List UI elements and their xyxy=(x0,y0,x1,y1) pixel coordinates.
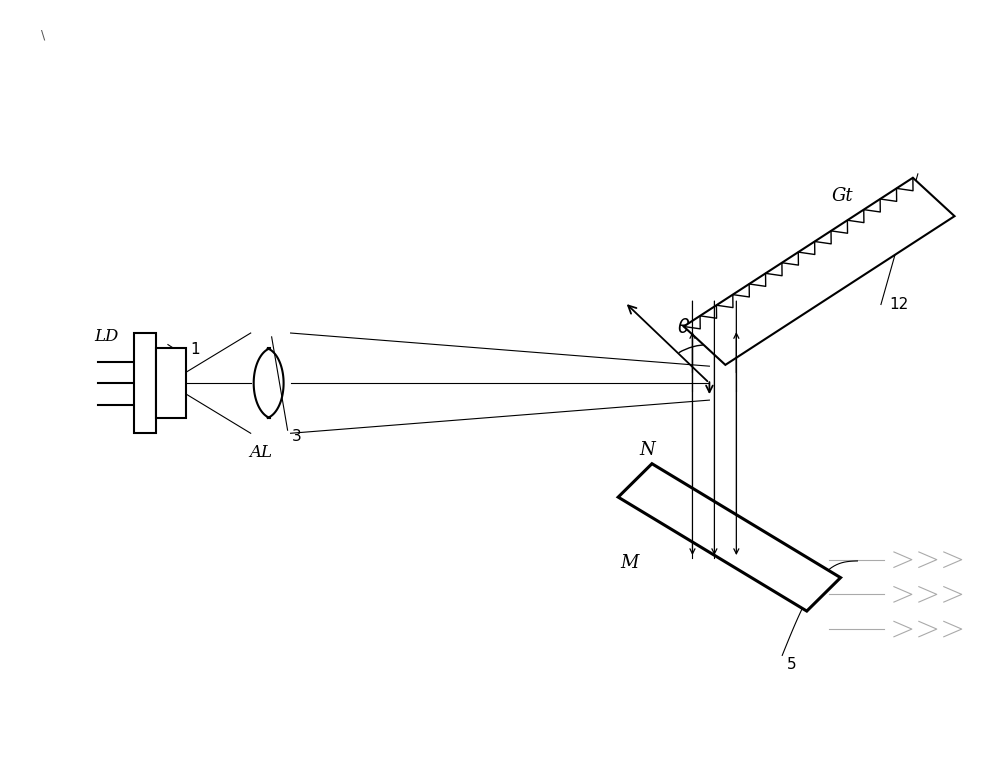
Text: LD: LD xyxy=(94,328,118,345)
Text: $\theta$: $\theta$ xyxy=(677,318,690,337)
Bar xyxy=(156,348,186,418)
Text: \: \ xyxy=(41,29,45,42)
Text: 5: 5 xyxy=(787,657,797,672)
Text: Gt: Gt xyxy=(831,187,853,205)
Text: N: N xyxy=(640,441,655,459)
Polygon shape xyxy=(684,178,955,365)
Text: 12: 12 xyxy=(889,297,909,312)
Bar xyxy=(134,333,156,433)
Text: 3: 3 xyxy=(292,429,301,444)
Text: 1: 1 xyxy=(190,342,200,358)
Text: AL: AL xyxy=(249,444,272,461)
Text: M: M xyxy=(620,554,639,572)
Polygon shape xyxy=(618,464,841,611)
